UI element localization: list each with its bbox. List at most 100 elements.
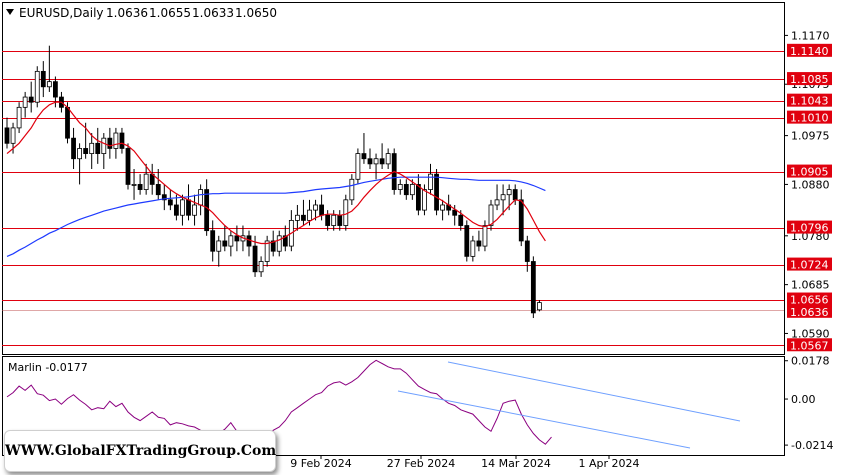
candle-body	[71, 137, 76, 160]
x-tick-label: 27 Feb 2024	[387, 457, 455, 470]
candle-body	[464, 225, 470, 257]
candle-body	[482, 225, 488, 247]
x-tick-label: 14 Mar 2024	[481, 457, 551, 470]
candle-body	[434, 173, 439, 211]
candle-body	[282, 235, 288, 247]
candle-body	[530, 261, 536, 314]
candlestick-series	[4, 45, 542, 319]
candle-body	[89, 142, 95, 154]
price-level-label-bg	[787, 110, 832, 124]
candle-body	[537, 302, 542, 311]
x-tick-label: 9 Feb 2024	[290, 457, 351, 470]
candle-body	[16, 106, 22, 129]
oscillator-plot-frame	[2, 356, 785, 456]
candle-body	[349, 178, 355, 201]
price-level-label: 1.1010	[790, 112, 829, 125]
candle-body	[415, 184, 421, 211]
price-level-label-bg	[787, 93, 832, 107]
candle-body	[204, 189, 210, 232]
price-level-label-bg	[787, 257, 832, 271]
candle-body	[228, 235, 234, 247]
candle-body	[186, 199, 191, 216]
price-level-label-bg	[787, 43, 832, 57]
main-plot-frame	[2, 2, 785, 355]
candle-body	[65, 106, 70, 139]
trend-channel-upper	[447, 361, 741, 422]
current-price-label: 1.0636	[790, 306, 829, 319]
ohlc-high: 1.0655	[149, 6, 191, 20]
price-level-label-bg	[787, 220, 832, 234]
price-level-label: 1.0567	[790, 339, 829, 352]
ohlc-open: 1.0636	[106, 6, 148, 20]
candle-body	[313, 204, 318, 211]
candle-body	[385, 153, 391, 165]
candle-body	[28, 96, 34, 103]
candle-body	[252, 245, 258, 273]
candle-body	[180, 199, 185, 216]
candle-body	[125, 148, 131, 185]
candle-body	[379, 158, 385, 165]
x-tick-label: 1 Apr 2024	[578, 457, 639, 470]
candle-body	[367, 158, 373, 165]
candle-body	[294, 214, 300, 221]
candle-body	[4, 127, 10, 144]
price-level-label: 1.1085	[790, 73, 829, 86]
fast-moving-average-line	[6, 101, 546, 245]
candle-body	[192, 204, 197, 216]
current-price-label-bg	[787, 304, 832, 318]
watermark-logo: WWW.GlobalFXTradingGroup.Com	[4, 430, 276, 472]
candle-body	[470, 240, 476, 257]
candle-body	[167, 199, 173, 206]
candle-body	[95, 142, 101, 154]
candle-body	[343, 199, 349, 226]
candle-body	[143, 173, 149, 190]
candle-body	[161, 194, 167, 201]
y-tick-label: 1.0590	[791, 327, 830, 340]
y-tick-label: 1.0880	[791, 178, 830, 191]
price-level-label-bg	[787, 292, 832, 306]
price-level-label-bg	[787, 164, 832, 178]
y-tick-label: 1.0975	[791, 130, 830, 143]
candle-body	[518, 199, 524, 242]
chart-header: EURUSD,Daily 1.0636 1.0655 1.0633 1.0650	[6, 6, 277, 20]
ohlc-low: 1.0633	[192, 6, 234, 20]
candle-body	[440, 204, 446, 211]
candle-body	[361, 153, 367, 160]
candle-body	[210, 230, 216, 252]
price-level-label: 1.0724	[790, 259, 829, 272]
candle-body	[155, 184, 161, 196]
y-tick-label: 1.1170	[791, 29, 830, 42]
osc-y-tick-label: 0.00	[791, 393, 816, 406]
oscillator-title: Marlin -0.0177	[8, 361, 88, 374]
candle-body	[77, 148, 82, 160]
osc-y-tick-label: 0.0178	[791, 355, 830, 368]
candle-body	[428, 173, 433, 190]
candle-body	[198, 189, 204, 206]
candle-body	[512, 189, 518, 201]
candle-body	[452, 209, 458, 216]
chart-title: EURUSD,Daily	[19, 6, 104, 20]
candle-body	[131, 184, 137, 186]
marlin-oscillator-line	[6, 359, 552, 445]
osc-y-tick-label: -0.0214	[791, 439, 833, 452]
candle-body	[488, 204, 494, 226]
price-level-label: 1.1043	[790, 95, 829, 108]
candle-body	[264, 240, 270, 262]
price-level-label: 1.0905	[790, 166, 829, 179]
candle-body	[355, 153, 361, 180]
candle-body	[319, 204, 325, 216]
candle-body	[506, 189, 512, 196]
collapse-triangle-icon[interactable]	[6, 9, 14, 15]
candle-body	[325, 214, 331, 226]
candle-body	[83, 148, 89, 154]
candle-body	[22, 96, 28, 108]
price-level-label: 1.1140	[790, 45, 829, 58]
candle-body	[10, 127, 16, 144]
candle-body	[53, 81, 58, 98]
candle-body	[46, 81, 52, 88]
candle-body	[476, 240, 482, 247]
candle-body	[270, 240, 276, 252]
price-level-label: 1.0656	[790, 294, 829, 307]
candle-body	[397, 184, 403, 190]
